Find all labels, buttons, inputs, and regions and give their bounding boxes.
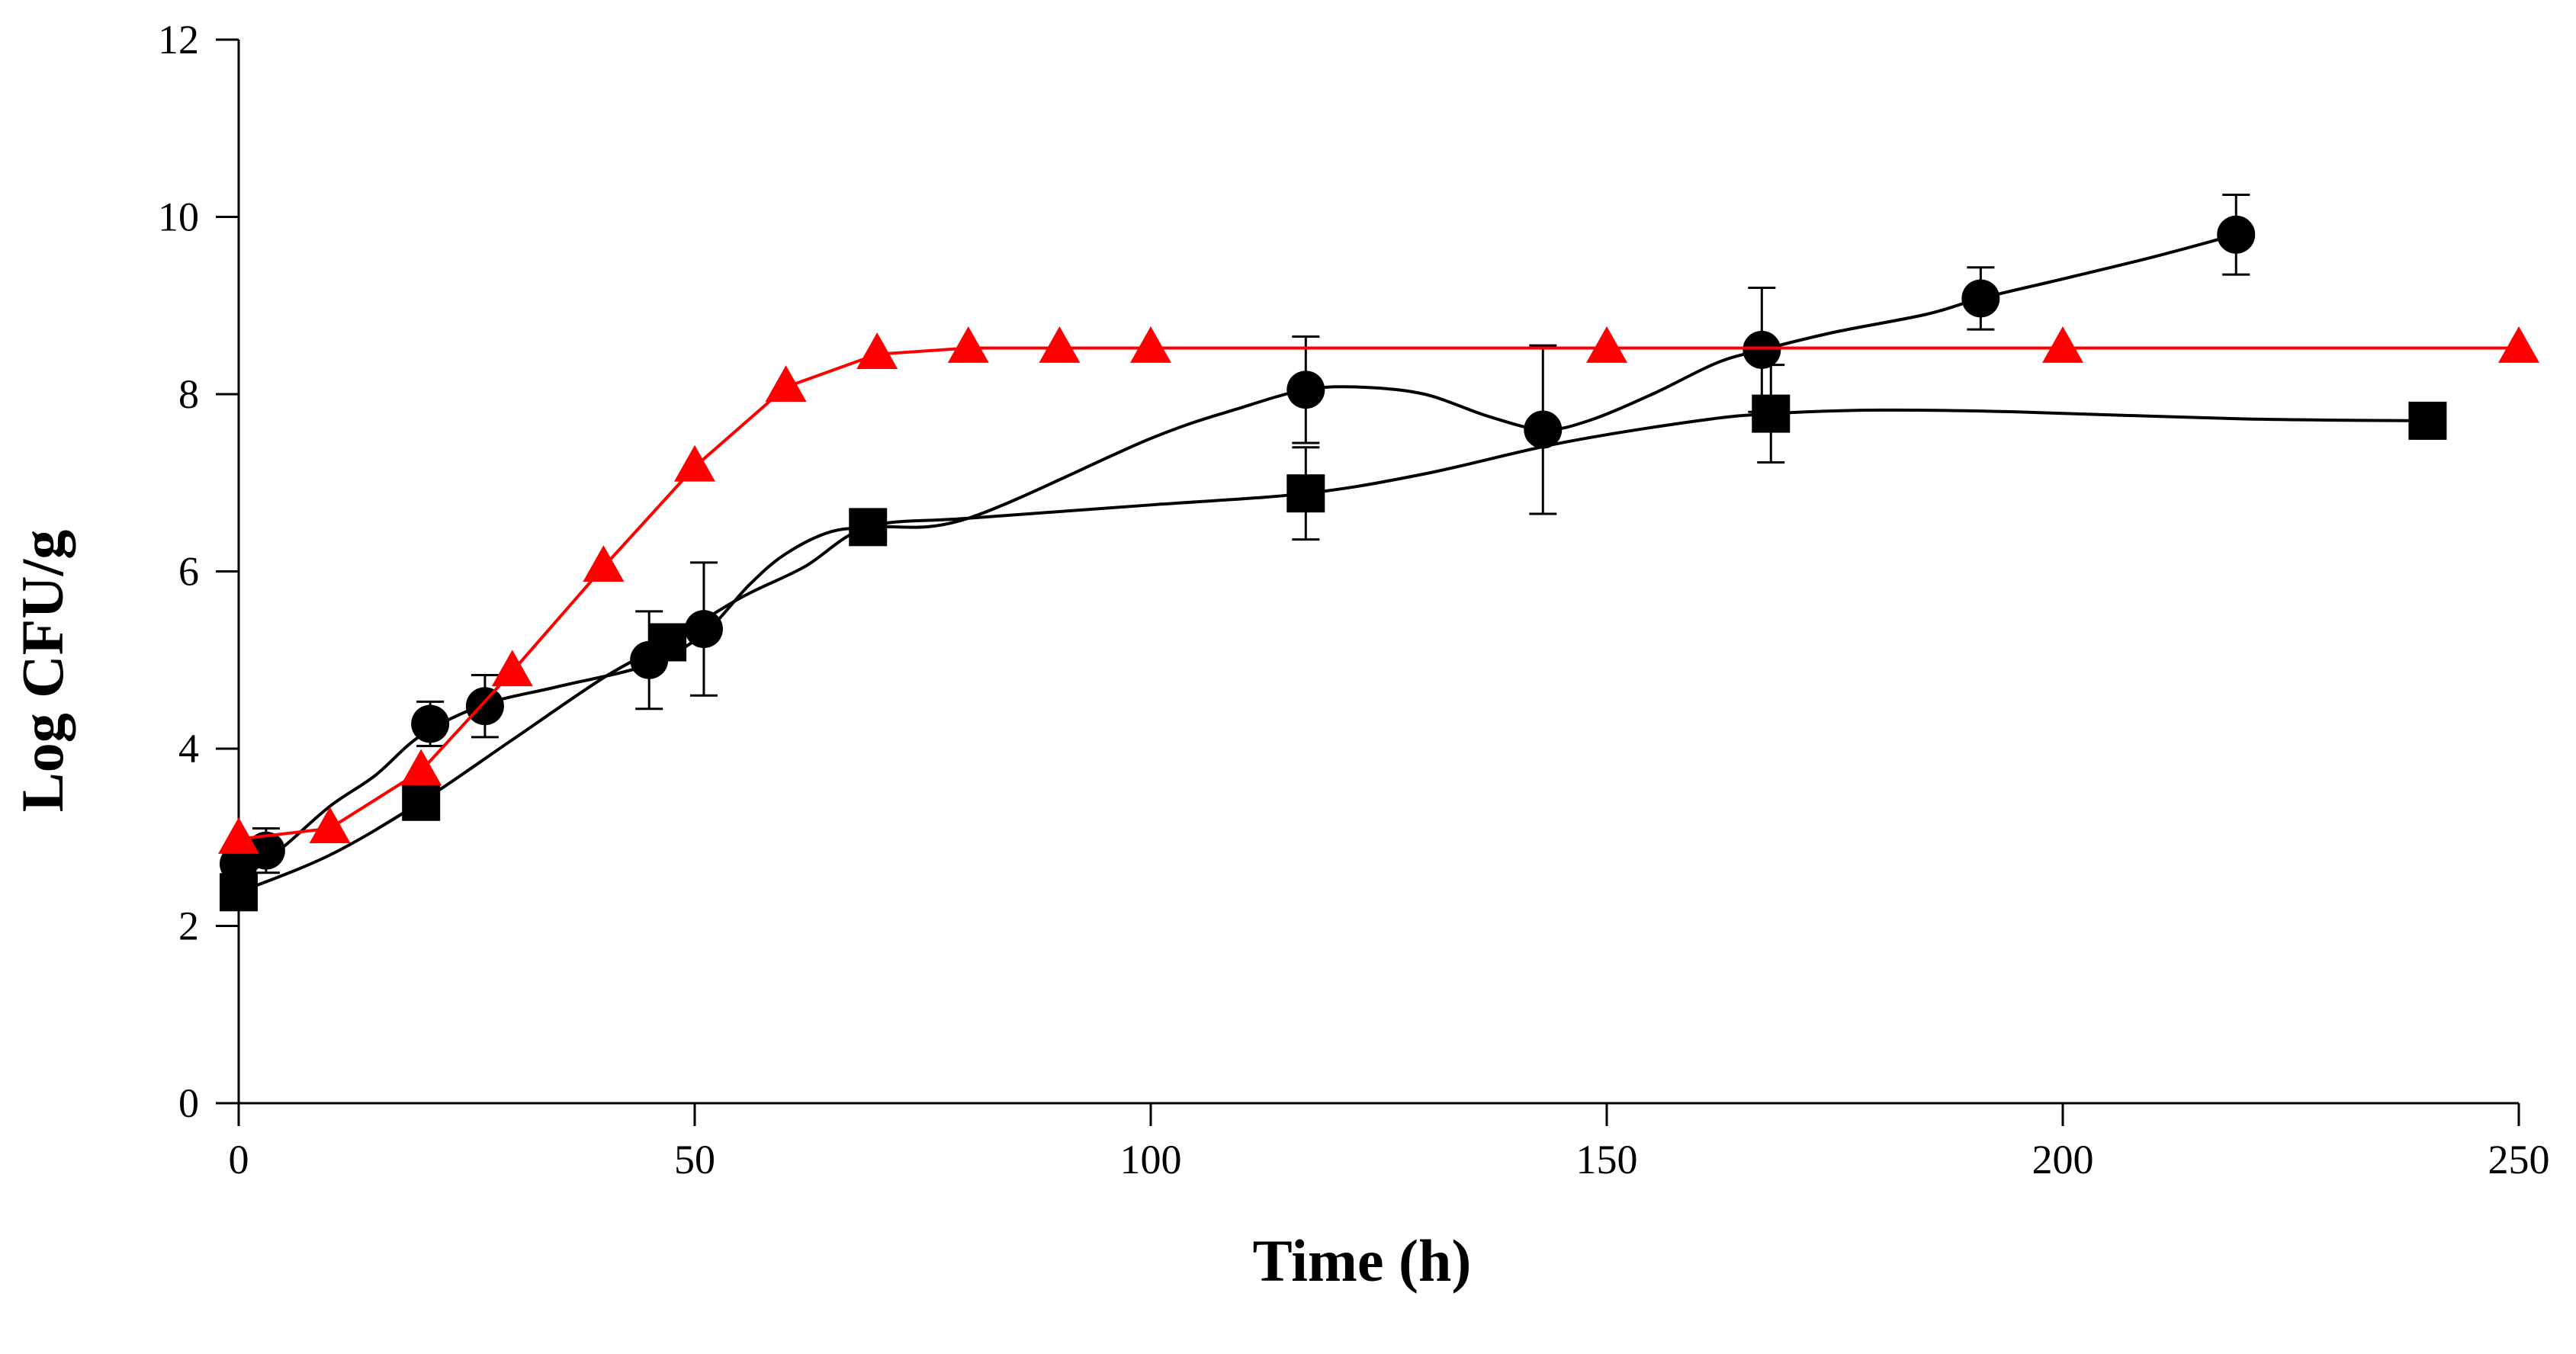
series-triangle-point <box>400 749 442 786</box>
series-triangle-point <box>947 326 989 363</box>
series-triangle-point <box>491 650 533 687</box>
series-triangle-point <box>2498 326 2539 363</box>
series-square-point <box>1752 394 1791 433</box>
y-tick-label: 12 <box>158 17 199 63</box>
series-triangle-point <box>583 545 625 582</box>
series-triangle-point <box>765 365 807 403</box>
series-square-line <box>238 408 2428 894</box>
series-triangle-point <box>1039 326 1081 363</box>
series-square-point <box>2408 401 2447 440</box>
x-axis-title: Time (h) <box>1253 1227 1472 1294</box>
series-circle-point <box>1524 410 1563 449</box>
series-square-point <box>220 873 258 912</box>
series-circle-line <box>237 233 2237 883</box>
series-triangle-point <box>856 332 898 370</box>
x-tick-label: 200 <box>2032 1137 2094 1182</box>
y-tick-label: 10 <box>158 194 199 240</box>
series-triangle-line <box>238 346 2519 841</box>
y-tick-label: 6 <box>178 549 199 595</box>
series-square-point <box>648 623 687 662</box>
series-square-point <box>849 508 888 547</box>
series-circle-point <box>465 687 504 726</box>
x-tick-label: 150 <box>1576 1137 1638 1182</box>
series-circle-point <box>411 704 450 743</box>
series-circle-point <box>1961 279 2000 318</box>
series-circle-point <box>1742 330 1781 369</box>
y-tick-label: 4 <box>178 726 199 772</box>
series-square-point <box>1286 474 1325 513</box>
x-tick-label: 100 <box>1120 1137 1182 1182</box>
series-square-point <box>402 782 441 821</box>
x-tick-label: 250 <box>2488 1137 2550 1182</box>
series-circle-point <box>684 610 723 649</box>
series-circle-point <box>1286 371 1325 409</box>
y-tick-label: 8 <box>178 371 199 417</box>
series-triangle-point <box>309 807 351 843</box>
x-tick-label: 50 <box>674 1137 715 1182</box>
y-axis-title: Log CFU/g <box>9 530 75 813</box>
y-tick-label: 2 <box>178 903 199 949</box>
series-triangle-point <box>674 444 715 482</box>
x-tick-label: 0 <box>229 1137 249 1182</box>
series-circle-point <box>2217 215 2256 254</box>
series-triangle-point <box>1586 326 1627 363</box>
series-circle-point <box>246 831 285 870</box>
series-triangle-point <box>2042 326 2083 363</box>
series-triangle-point <box>218 817 259 854</box>
y-tick-label: 0 <box>178 1080 199 1126</box>
series-triangle-point <box>1130 326 1171 363</box>
